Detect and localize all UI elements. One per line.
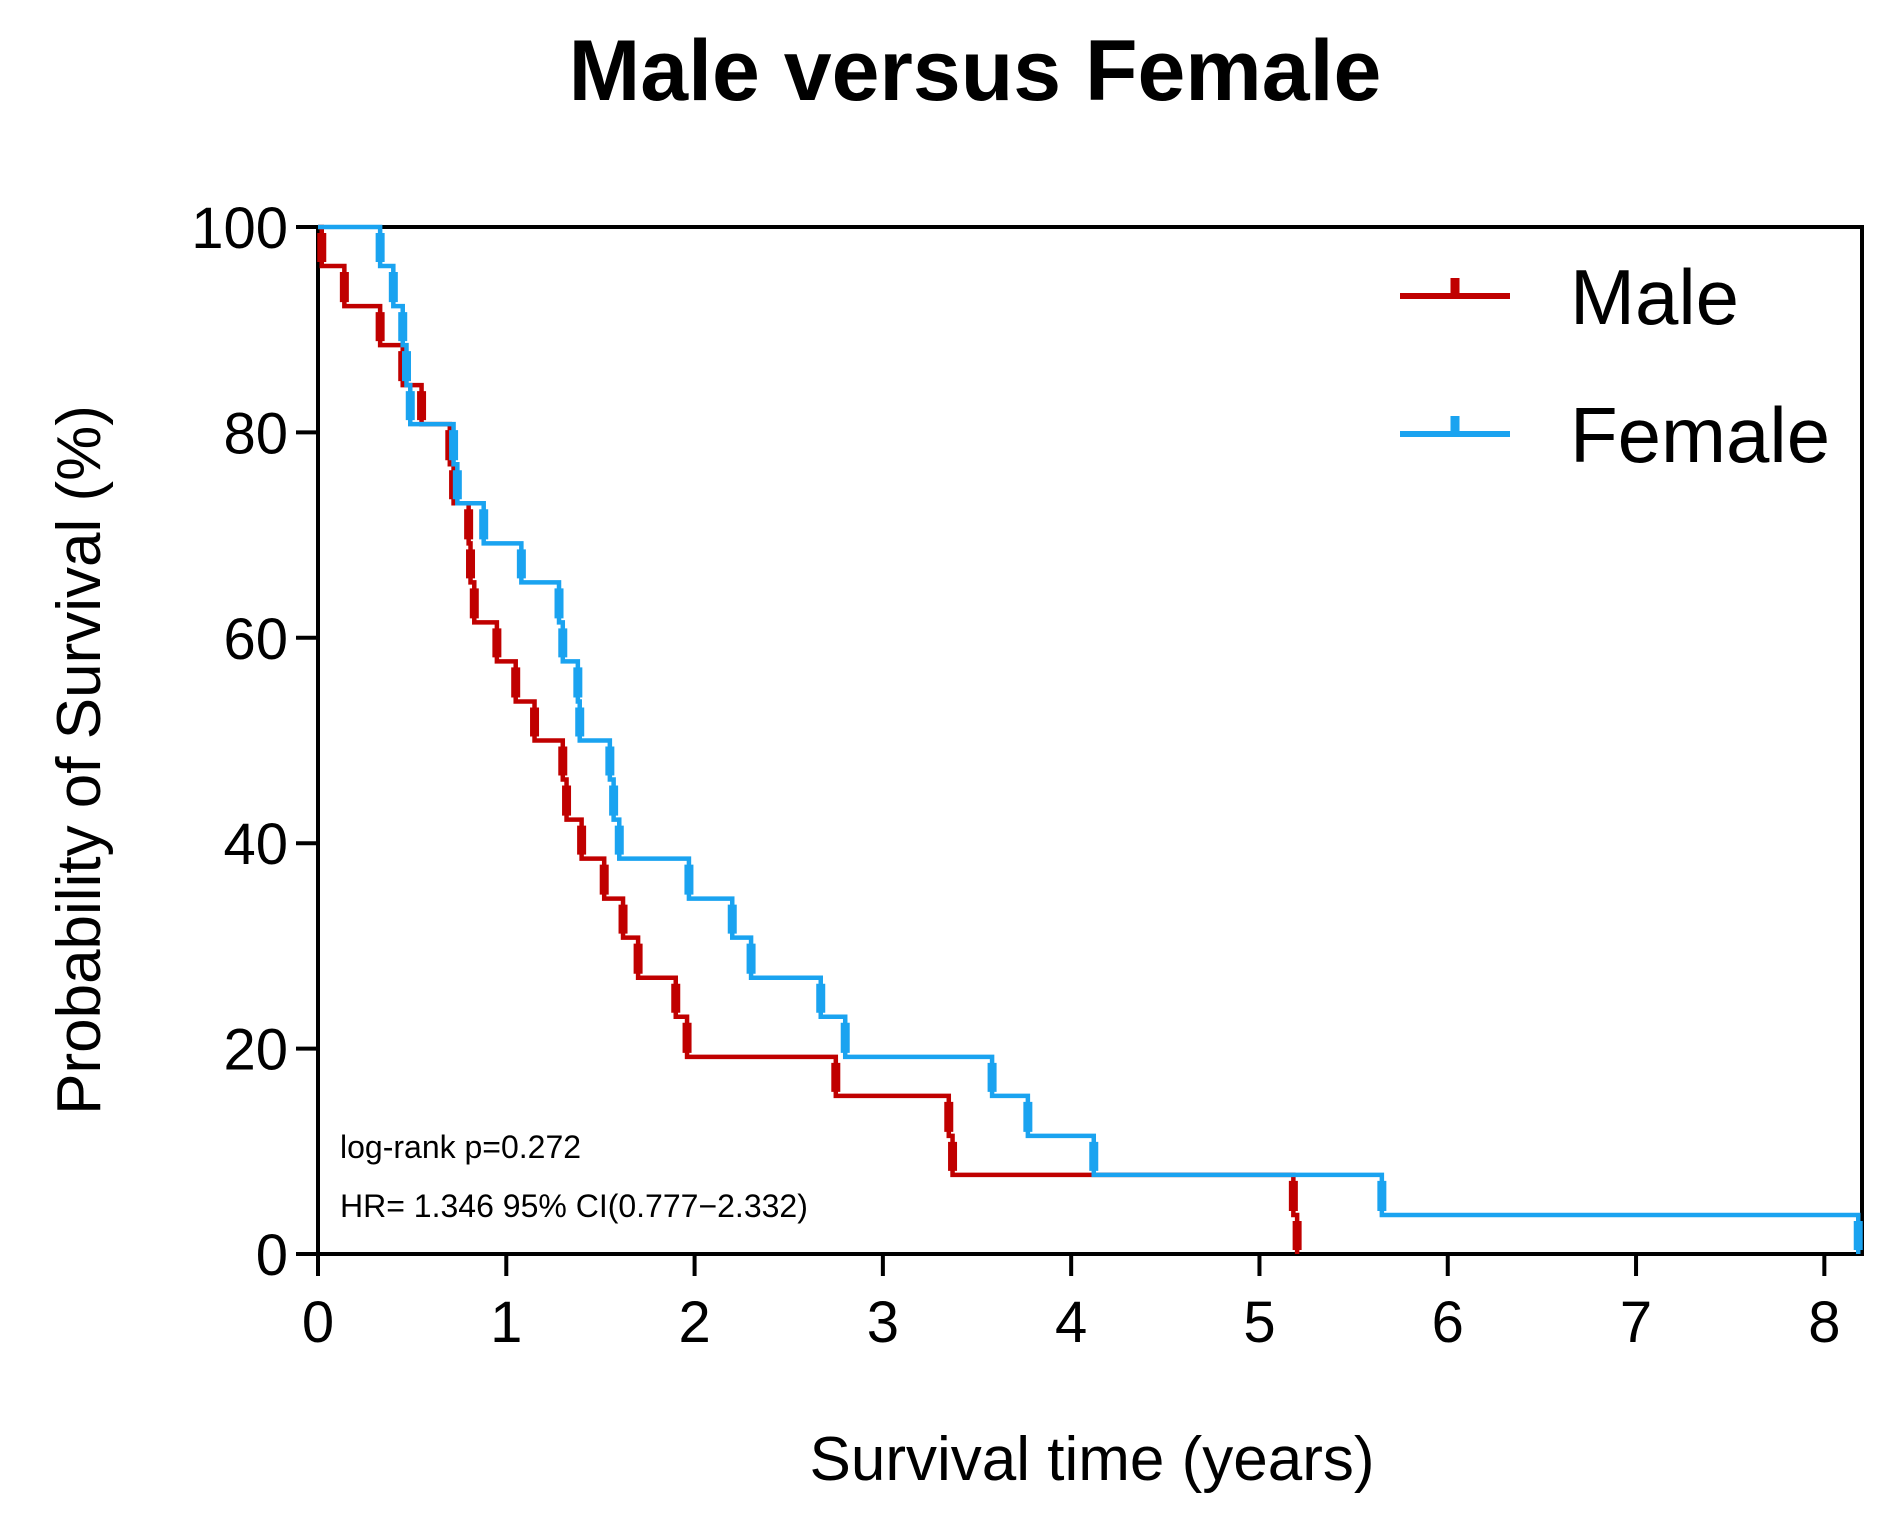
survival-line-male (318, 224, 1300, 1254)
legend-label-male: Male (1570, 253, 1739, 341)
hazard-ratio-annotation: HR= 1.346 95% CI(0.777−2.332) (340, 1188, 808, 1224)
y-tick-label: 0 (256, 1223, 288, 1288)
y-tick-label: 40 (223, 812, 288, 877)
series-male (317, 224, 1302, 1254)
legend-label-female: Female (1570, 391, 1830, 479)
x-tick-label: 0 (302, 1290, 334, 1355)
x-tick-label: 2 (678, 1290, 710, 1355)
chart-title: Male versus Female (569, 23, 1382, 119)
x-tick-label: 5 (1243, 1290, 1275, 1355)
x-tick-label: 1 (490, 1290, 522, 1355)
x-tick-label: 8 (1808, 1290, 1840, 1355)
x-tick-label: 6 (1432, 1290, 1464, 1355)
x-tick-label: 3 (867, 1290, 899, 1355)
legend: Male Female (1400, 253, 1830, 479)
log-rank-annotation: log-rank p=0.272 (340, 1129, 581, 1165)
y-tick-label: 20 (223, 1018, 288, 1083)
series-female (318, 224, 1863, 1254)
y-tick-label: 100 (191, 196, 288, 261)
x-axis-label: Survival time (years) (810, 1425, 1375, 1494)
plot-frame (316, 225, 1864, 1256)
series-lines (317, 224, 1863, 1254)
y-tick-label: 60 (223, 607, 288, 672)
x-tick-label: 4 (1055, 1290, 1087, 1355)
axes: 0 20 40 60 80 100 0 1 2 3 4 5 6 7 8 (191, 196, 1864, 1355)
y-axis-label: Probability of Survival (%) (45, 405, 114, 1115)
y-tick-label: 80 (223, 401, 288, 466)
x-tick-label: 7 (1620, 1290, 1652, 1355)
